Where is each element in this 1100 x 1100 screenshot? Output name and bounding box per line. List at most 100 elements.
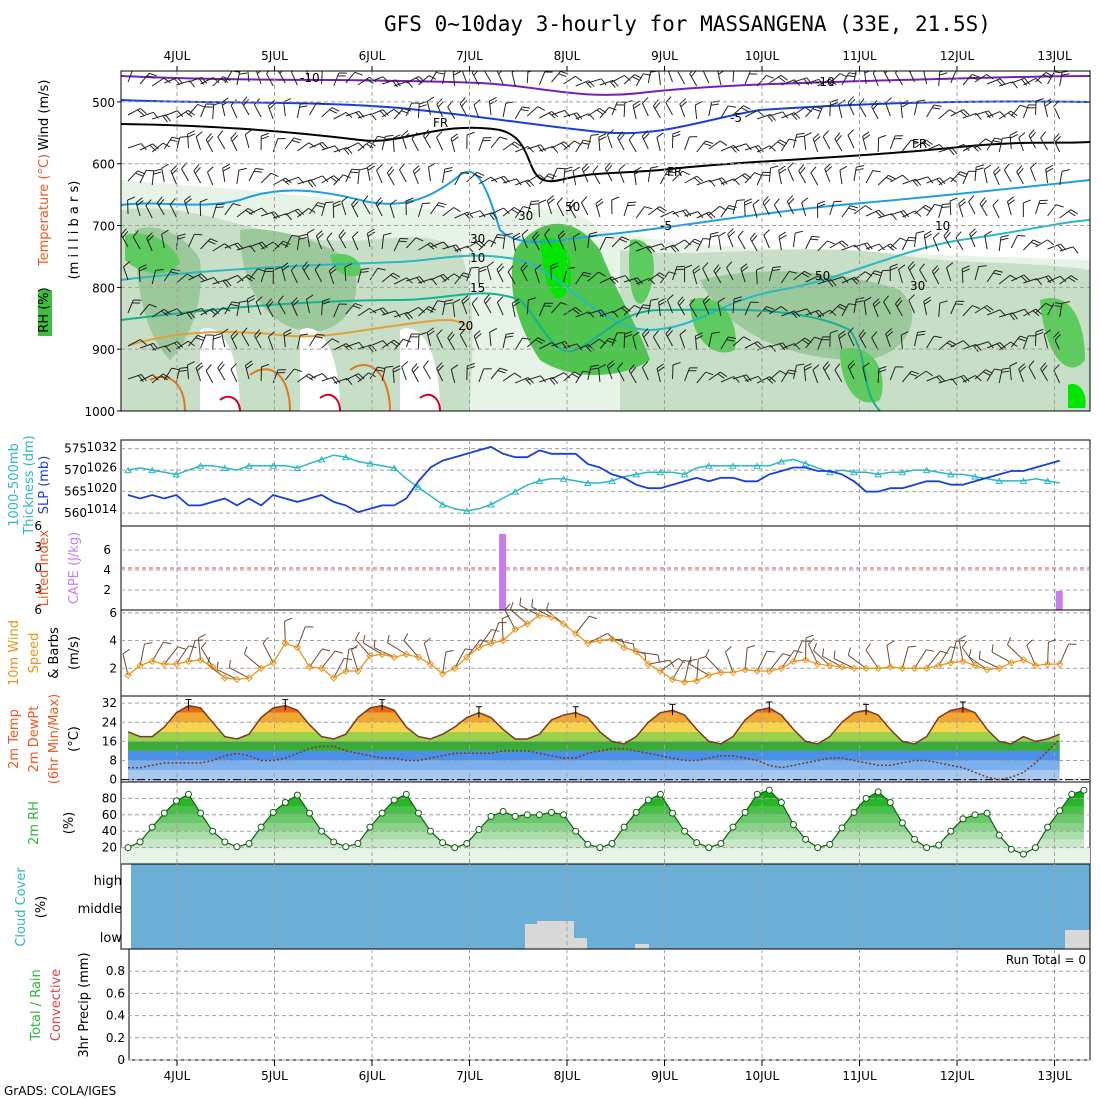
lifted-index-tick: 3 (34, 540, 42, 554)
wind-barb-tick (668, 64, 674, 69)
date-tick-bottom: 5JUL (261, 1069, 288, 1083)
y-label-line: (m i l l i b a r s) (67, 181, 82, 280)
wind-barb-tick (200, 641, 207, 649)
wind-barb-tick (796, 363, 805, 366)
wind-barb-tick (624, 334, 633, 338)
wind-barb (720, 376, 734, 383)
wind-barb-tick (298, 236, 307, 240)
wind-barb-tick (280, 242, 289, 248)
wind-barb-tick (189, 311, 196, 319)
wind-barb-tick (604, 162, 611, 170)
wind-barb-tick (597, 310, 604, 318)
wind-barb-tick (798, 164, 805, 172)
wind-barb (436, 137, 444, 151)
wind-barb (551, 168, 558, 182)
wind-barb-tick (535, 339, 543, 344)
wind-barb-tick (316, 333, 325, 336)
wind-barb (817, 78, 831, 87)
wind-barb (197, 637, 202, 660)
wind-barb-tick (414, 168, 421, 175)
wind-barb (454, 172, 462, 186)
wind-barb-tick (266, 298, 273, 306)
thickness-marker (656, 468, 665, 476)
thickness-marker (414, 483, 423, 491)
wind-barb (539, 376, 553, 383)
wind-barb (309, 373, 323, 380)
rh-marker (765, 786, 773, 794)
wind-barb (230, 138, 238, 152)
wind-barb (442, 273, 455, 283)
wind-barb-tick (812, 133, 820, 140)
wind-barb-tick (357, 373, 365, 380)
wind-barb (652, 105, 661, 119)
wind-barb (357, 170, 360, 185)
wind-barb-tick (1030, 241, 1039, 246)
wind-barb (430, 71, 438, 83)
wind-barb-tick (362, 195, 369, 203)
wind-barb (744, 172, 755, 184)
y-axis-label: (%) (62, 812, 77, 835)
wind-barb-tick (806, 308, 813, 316)
wind-barb-tick (513, 235, 521, 241)
wind-barb-tick (452, 298, 461, 304)
wind-barb-tick (261, 363, 270, 368)
y-label-line: Lifted Index (37, 529, 52, 606)
wind-barb (1018, 368, 1024, 383)
wind-barb-tick (847, 327, 854, 334)
wind-barb-tick (532, 231, 539, 239)
wind-barb (769, 342, 783, 348)
wind-barb-tick (872, 103, 879, 110)
wind-barb-tick (1061, 169, 1071, 172)
wind-barb-tick (829, 309, 837, 316)
wind-barb-tick (612, 276, 619, 283)
wind-barb (962, 112, 977, 119)
wind-barb (1047, 302, 1055, 316)
wind-barb (725, 651, 734, 673)
wind-barb (255, 301, 262, 316)
wind-barb-tick (283, 332, 292, 337)
thickness-marker (293, 464, 302, 471)
wind-barb-tick (697, 211, 704, 219)
wind-barb (950, 641, 957, 663)
wind-barb-tick (445, 299, 454, 302)
wind-barb (266, 73, 274, 87)
wind-barb-tick (403, 107, 412, 112)
wind-barb (387, 642, 407, 655)
wind-barb-tick (489, 328, 497, 333)
wind-barb (889, 135, 896, 150)
wind-barb-tick (801, 272, 810, 278)
wind-barb (998, 369, 1003, 384)
wind-barb-tick (744, 198, 753, 203)
wind-barb (151, 308, 165, 318)
wind-barb (756, 171, 764, 186)
wind-barb-tick (430, 242, 437, 249)
wind-barb (297, 373, 310, 383)
wind-barb-tick (423, 129, 429, 137)
wind-barb (519, 605, 540, 616)
wind-barb-tick (718, 178, 725, 186)
wind-barb-tick (550, 265, 559, 270)
wind-barb-tick (941, 206, 950, 208)
thickness-marker (680, 470, 689, 478)
wind-speed-marker (160, 660, 169, 668)
wind-barb (442, 301, 446, 316)
precip-tick: 0.4 (106, 1009, 125, 1023)
wind-barb-tick (488, 213, 495, 221)
wind-barb (1045, 169, 1049, 184)
wind-barb-tick (341, 196, 349, 203)
wind-barb (193, 170, 202, 184)
wind-barb-tick (473, 71, 479, 76)
wind-barb (496, 71, 504, 85)
wind-barb-tick (302, 261, 308, 269)
wind-barb (833, 658, 855, 669)
wind-barb (490, 207, 504, 215)
wind-barb (326, 238, 335, 252)
wind-barb (127, 143, 142, 149)
wind-barb (793, 233, 796, 248)
wind-speed-marker (608, 635, 616, 643)
wind-barb-tick (948, 109, 957, 114)
wind-barb-tick (925, 370, 933, 377)
wind-barb-tick (581, 196, 588, 203)
wind-barb (283, 102, 286, 117)
wind-barb-tick (862, 362, 870, 368)
